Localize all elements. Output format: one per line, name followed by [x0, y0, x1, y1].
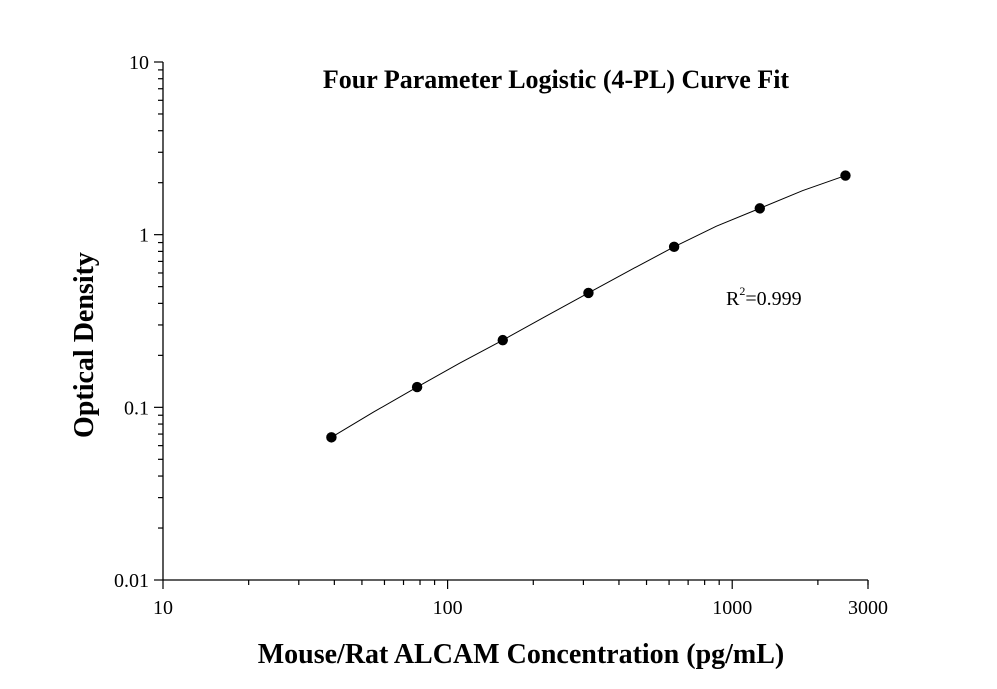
data-point [668, 241, 680, 253]
data-point [411, 381, 423, 393]
data-point [326, 432, 337, 443]
r-squared-superscript: 2 [739, 284, 745, 298]
y-tick-label: 0.1 [124, 397, 149, 419]
r-squared-annotation: R2=0.999 [726, 284, 802, 310]
ticks [154, 61, 869, 589]
chart-title: Four Parameter Logistic (4-PL) Curve Fit [323, 65, 790, 94]
x-tick-label: 1000 [712, 597, 752, 619]
x-tick-label: 100 [433, 597, 463, 619]
y-tick-label: 0.01 [114, 570, 149, 592]
r-squared-value: =0.999 [745, 288, 801, 310]
data-point [754, 203, 765, 214]
y-tick-label: 10 [129, 52, 149, 74]
data-points-layer [326, 170, 851, 443]
data-point [583, 287, 594, 299]
x-tick-label: 10 [153, 597, 173, 619]
data-point [497, 334, 508, 346]
r-squared-base: R [726, 288, 740, 310]
y-tick-label: 1 [139, 225, 149, 247]
axes [162, 62, 868, 581]
x-tick-label: 3000 [848, 597, 888, 619]
data-point [840, 170, 851, 181]
tick-labels: 10 100 1000 3000 0.01 0.1 1 10 [114, 52, 888, 619]
x-axis-label: Mouse/Rat ALCAM Concentration (pg/mL) [258, 639, 785, 670]
y-axis-label: Optical Density [69, 252, 100, 438]
